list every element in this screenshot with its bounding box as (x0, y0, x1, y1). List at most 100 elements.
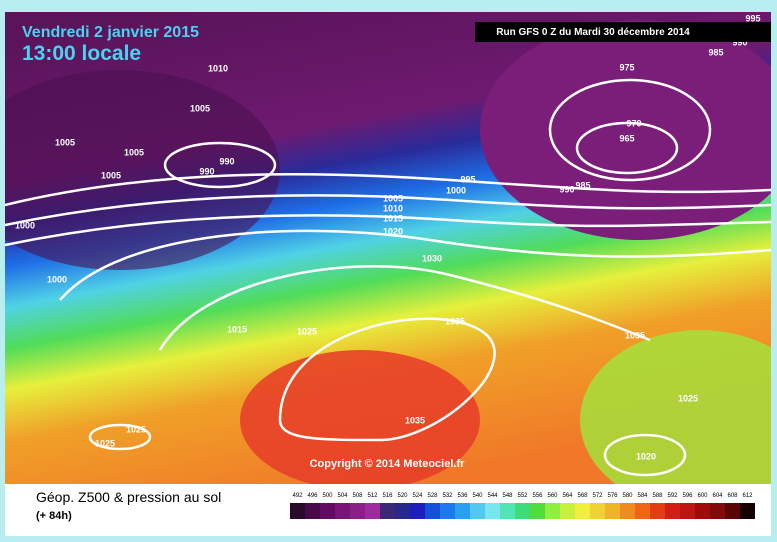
color-swatch (350, 503, 365, 519)
isobar (158, 265, 651, 351)
isobar-label: 1005 (383, 193, 403, 203)
isobar (278, 317, 496, 442)
isobar-label: 1005 (190, 103, 210, 113)
isobar-label: 1000 (446, 185, 466, 195)
isobar (88, 423, 152, 451)
isobar-label: 965 (619, 133, 634, 143)
color-swatch (485, 503, 500, 519)
copyright: Copyright © 2014 Meteociel.fr (310, 458, 466, 470)
isobar-label: 1015 (227, 324, 247, 334)
isobar-label: 985 (708, 47, 723, 57)
isobar (5, 173, 771, 207)
isobar-label: 990 (732, 37, 747, 47)
color-tick-label: 560 (547, 493, 558, 499)
color-swatch (740, 503, 755, 519)
isobar (548, 78, 712, 182)
color-swatch (620, 503, 635, 519)
color-tick-label: 568 (577, 493, 588, 499)
color-tick-label: 552 (517, 493, 528, 499)
time: 13:00 locale (22, 42, 141, 65)
high-area (240, 350, 480, 484)
color-tick-label: 492 (292, 493, 303, 499)
color-swatch (545, 503, 560, 519)
color-tick-label: 592 (667, 493, 678, 499)
color-tick-label: 584 (637, 493, 648, 499)
color-tick-label: 532 (442, 493, 453, 499)
isobar-label: 1005 (55, 137, 75, 147)
low-area (480, 20, 771, 240)
colorbar: 492 496 500 504 508 512 516 520 524 528 532 536 540 5… (290, 493, 755, 519)
color-tick-label: 544 (487, 493, 498, 499)
color-swatch (605, 503, 620, 519)
isobar (5, 194, 771, 227)
isobar-label: 985 (575, 180, 590, 190)
color-swatch (395, 503, 410, 519)
isobar-label: 1010 (383, 203, 403, 213)
color-swatch (470, 503, 485, 519)
color-swatch (455, 503, 470, 519)
color-tick-label: 504 (337, 493, 348, 499)
color-tick-label: 536 (457, 493, 468, 499)
color-tick-label: 524 (412, 493, 423, 499)
color-swatch (590, 503, 605, 519)
isobar (163, 141, 277, 189)
legend-title: Géop. Z500 & pression au sol (36, 489, 221, 505)
color-swatch (695, 503, 710, 519)
color-tick-label: 516 (382, 493, 393, 499)
low-area (5, 70, 280, 270)
color-swatch (665, 503, 680, 519)
isobar-label: 995 (745, 13, 760, 23)
isobar-label: 990 (219, 156, 234, 166)
color-swatch (290, 503, 305, 519)
isobar-label: 1025 (678, 393, 698, 403)
color-swatch (380, 503, 395, 519)
color-swatch (305, 503, 320, 519)
legend-subtitle: (+ 84h) (36, 510, 72, 522)
isobar-label: 1000 (47, 274, 67, 284)
isobar (603, 433, 687, 477)
green-area (580, 330, 771, 484)
color-swatch (425, 503, 440, 519)
run-box (475, 22, 771, 42)
isobar-label: 1010 (208, 63, 228, 73)
map: 1010100510051005100599099010001000995100… (5, 12, 771, 484)
color-tick-label: 588 (652, 493, 663, 499)
isobar-label: 1005 (124, 147, 144, 157)
isobar (575, 121, 679, 175)
color-tick-label: 512 (367, 493, 378, 499)
color-swatch (680, 503, 695, 519)
color-tick-label: 604 (712, 493, 723, 499)
color-tick-label: 496 (307, 493, 318, 499)
color-swatch (440, 503, 455, 519)
isobar-label: 970 (626, 118, 641, 128)
color-swatch (560, 503, 575, 519)
color-tick-label: 612 (742, 493, 753, 499)
color-tick-label: 576 (607, 493, 618, 499)
isobar-label: 1020 (383, 226, 403, 236)
date: Vendredi 2 janvier 2015 (22, 24, 199, 41)
color-tick-label: 508 (352, 493, 363, 499)
color-tick-label: 520 (397, 493, 408, 499)
isobar-label: 1030 (422, 253, 442, 263)
color-tick-label: 548 (502, 493, 513, 499)
run: Run GFS 0 Z du Mardi 30 décembre 2014 (496, 27, 690, 38)
isobar-label: 990 (199, 166, 214, 176)
isobar-label: 1035 (445, 316, 465, 326)
color-swatch (710, 503, 725, 519)
color-tick-label: 600 (697, 493, 708, 499)
color-swatch (635, 503, 650, 519)
isobar-label: 1035 (625, 330, 645, 340)
color-tick-label: 540 (472, 493, 483, 499)
color-tick-label: 608 (727, 493, 738, 499)
color-tick-label: 500 (322, 493, 333, 499)
isobar-label: 995 (460, 174, 475, 184)
color-tick-label: 528 (427, 493, 438, 499)
isobar (59, 229, 771, 301)
color-swatch (335, 503, 350, 519)
isobar-label: 1035 (405, 415, 425, 425)
color-tick-label: 556 (532, 493, 543, 499)
color-swatch (650, 503, 665, 519)
color-swatch (725, 503, 740, 519)
color-swatch (500, 503, 515, 519)
color-tick-label: 596 (682, 493, 693, 499)
